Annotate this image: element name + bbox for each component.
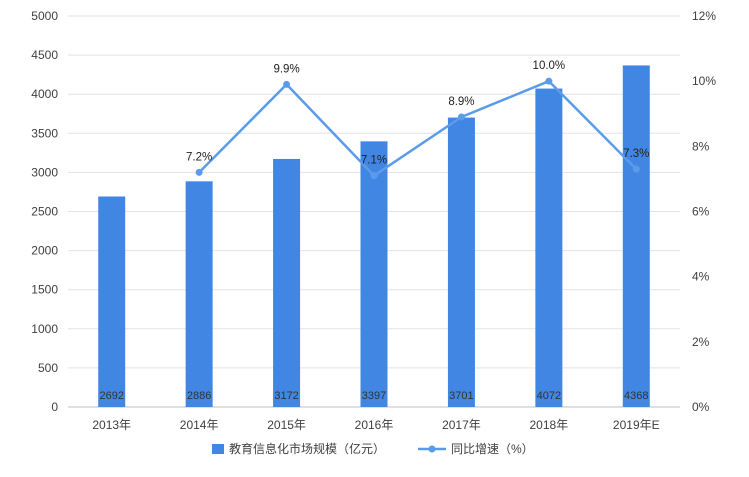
bar bbox=[98, 196, 126, 407]
bar-data-label: 4368 bbox=[624, 390, 648, 402]
x-category-label: 2018年 bbox=[530, 418, 569, 432]
bar-data-label: 3701 bbox=[449, 390, 473, 402]
right-tick-label: 0% bbox=[692, 400, 710, 414]
growth-line bbox=[198, 79, 638, 177]
legend-bar-label: 教育信息化市场规模（亿元） bbox=[229, 441, 385, 456]
x-axis-categories: 2013年 2014年 2015年 2016年 2017年 2018年 2019年E bbox=[92, 418, 659, 432]
left-tick-label: 5000 bbox=[31, 9, 58, 23]
legend-line-marker bbox=[428, 445, 436, 453]
legend-bar-swatch bbox=[212, 444, 224, 454]
x-category-label: 2016年 bbox=[355, 418, 394, 432]
right-tick-label: 4% bbox=[692, 270, 710, 284]
line-data-label: 7.2% bbox=[186, 151, 212, 163]
left-tick-label: 0 bbox=[51, 400, 58, 414]
bar-data-labels: 2692 2886 3172 3397 3701 4072 4368 bbox=[99, 390, 648, 402]
line-point bbox=[195, 168, 203, 176]
left-tick-label: 3000 bbox=[31, 165, 58, 179]
x-category-label: 2015年 bbox=[267, 418, 306, 432]
line-series bbox=[195, 77, 640, 180]
left-tick-label: 4000 bbox=[31, 87, 58, 101]
bar-data-label: 3172 bbox=[274, 390, 298, 402]
line-data-label: 10.0% bbox=[533, 60, 566, 72]
bar-data-label: 4072 bbox=[537, 390, 561, 402]
line-data-labels: 7.2% 9.9% 7.1% 8.9% 10.0% 7.3% bbox=[186, 60, 649, 166]
left-tick-label: 2000 bbox=[31, 244, 58, 258]
bar bbox=[535, 88, 563, 407]
line-point bbox=[457, 113, 465, 121]
line-point bbox=[283, 80, 291, 88]
line-data-label: 8.9% bbox=[448, 96, 474, 108]
left-tick-label: 1000 bbox=[31, 322, 58, 336]
left-tick-label: 1500 bbox=[31, 283, 58, 297]
legend: 教育信息化市场规模（亿元） 同比增速（%） bbox=[212, 441, 534, 456]
x-category-label: 2014年 bbox=[180, 418, 219, 432]
x-category-label: 2013年 bbox=[92, 418, 131, 432]
line-point bbox=[370, 172, 378, 180]
x-category-label: 2017年 bbox=[442, 418, 481, 432]
bar-data-label: 2886 bbox=[187, 390, 211, 402]
right-tick-label: 6% bbox=[692, 205, 710, 219]
line-data-label: 9.9% bbox=[273, 63, 299, 75]
bar bbox=[447, 117, 475, 408]
x-category-label: 2019年E bbox=[613, 418, 660, 432]
line-point bbox=[545, 77, 553, 85]
right-tick-label: 8% bbox=[692, 139, 710, 153]
left-tick-label: 4500 bbox=[31, 48, 58, 62]
bar-data-label: 2692 bbox=[99, 390, 123, 402]
left-tick-label: 500 bbox=[38, 361, 58, 375]
line-data-label: 7.1% bbox=[361, 155, 387, 167]
line-point bbox=[632, 165, 640, 173]
bar bbox=[273, 158, 301, 407]
legend-line-label: 同比增速（%） bbox=[451, 442, 534, 456]
bar bbox=[622, 65, 650, 408]
right-axis-ticks: 0% 2% 4% 6% 8% 10% 12% bbox=[692, 9, 716, 414]
bar bbox=[185, 181, 213, 407]
left-tick-label: 2500 bbox=[31, 205, 58, 219]
right-tick-label: 12% bbox=[692, 9, 716, 23]
left-tick-label: 3500 bbox=[31, 126, 58, 140]
bar bbox=[360, 141, 388, 407]
left-axis-ticks: 0 500 1000 1500 2000 2500 3000 3500 4000 4500 5000 bbox=[31, 9, 58, 414]
right-tick-label: 10% bbox=[692, 74, 716, 88]
line-data-label: 7.3% bbox=[623, 148, 649, 160]
right-tick-label: 2% bbox=[692, 335, 710, 349]
bar-series bbox=[98, 65, 650, 408]
bar-data-label: 3397 bbox=[362, 390, 386, 402]
